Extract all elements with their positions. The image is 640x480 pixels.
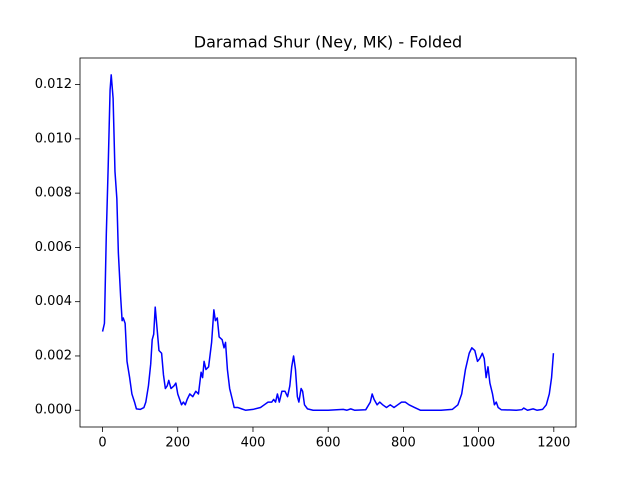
chart-title: Daramad Shur (Ney, MK) - Folded	[194, 33, 462, 52]
x-tick-label: 1000	[462, 436, 495, 451]
y-tick-label: 0.004	[35, 294, 72, 309]
x-tick-label: 600	[316, 436, 341, 451]
y-tick-label: 0.008	[35, 186, 72, 201]
axes-frame	[79, 57, 577, 428]
y-tick-label: 0.006	[35, 240, 72, 255]
x-tick-label: 0	[98, 436, 106, 451]
data-line	[101, 74, 555, 411]
x-tick-label: 200	[165, 436, 190, 451]
y-tick-label: 0.012	[35, 77, 72, 92]
x-tick-label: 1200	[537, 436, 570, 451]
x-tick-label: 400	[241, 436, 266, 451]
y-tick-label: 0.002	[35, 348, 72, 363]
y-tick-label: 0.010	[35, 131, 72, 146]
x-tick-label: 800	[391, 436, 416, 451]
y-tick-label: 0.000	[35, 403, 72, 418]
